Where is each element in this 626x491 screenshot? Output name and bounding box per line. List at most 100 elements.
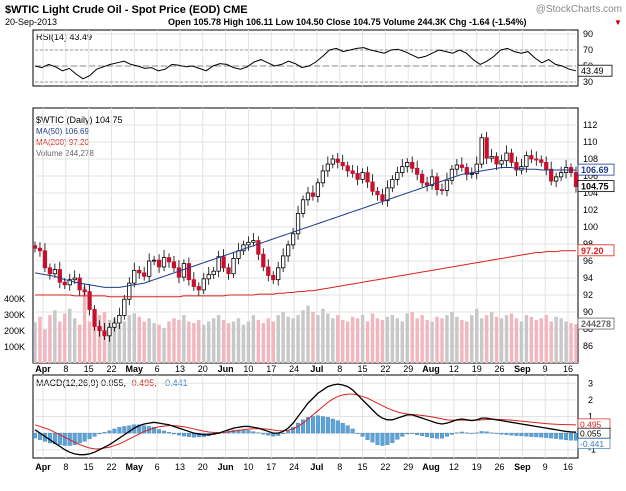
volume-bar [455, 316, 459, 363]
volume-bar [341, 319, 345, 363]
candle-body [340, 161, 345, 167]
candle-body [504, 152, 509, 162]
x-tick-label: 13 [175, 364, 185, 374]
macd-histogram-bar [335, 420, 340, 434]
volume-bar [534, 319, 539, 363]
volume-bar [68, 308, 72, 363]
volume-bar [276, 315, 280, 363]
volume-bar [48, 315, 52, 363]
candle-body [350, 170, 355, 174]
candle-body [410, 161, 415, 169]
macd-tick-label: -1 [588, 445, 596, 455]
candle-body [469, 173, 474, 175]
macd-histogram-bar [569, 432, 574, 441]
axis-labels-layer: AprApr8815152222MayMay6613132020JunJun10… [4, 29, 615, 472]
volume-bar [197, 319, 201, 363]
volume-bar [475, 308, 479, 363]
candle-body [67, 279, 72, 286]
volume-bar [316, 315, 320, 363]
macd-histogram-bar [162, 430, 167, 434]
macd-histogram-bar [494, 432, 499, 434]
candle-body [459, 164, 464, 168]
volume-bar [226, 323, 231, 363]
x-tick-label: 24 [289, 364, 299, 374]
macd-hist-value-label-box [577, 438, 611, 449]
candle-body [37, 247, 43, 252]
macd-histogram-bar [544, 432, 549, 438]
volume-bar [360, 315, 365, 363]
macd-histogram-bar [171, 432, 176, 435]
macd-histogram-bar [92, 432, 97, 437]
x-tick-label: 16 [563, 364, 573, 374]
x-tick-label-bottom: 22 [106, 462, 116, 472]
volume-bar [216, 315, 221, 363]
volume-bar [390, 315, 395, 363]
macd-histogram-bar [454, 432, 459, 434]
macd-histogram-bar [266, 432, 271, 436]
volume-bar [450, 311, 454, 363]
rsi-tick-label: 70 [583, 45, 593, 55]
candle-body [415, 167, 420, 175]
candle-body [534, 158, 539, 161]
price-tick-label: 108 [583, 154, 598, 164]
price-tick-label: 90 [583, 307, 593, 317]
macd-signal-value-label: 0.495 [580, 419, 602, 429]
macd-histogram-bar [107, 430, 112, 434]
x-tick-label-bottom: 15 [358, 462, 368, 472]
x-tick-label-bottom: Jun [218, 462, 234, 472]
candle-body [112, 322, 117, 328]
volume-bar [182, 315, 186, 363]
macd-histogram-bar [380, 432, 385, 446]
candle-body [325, 163, 330, 172]
price-tick-label: 112 [583, 120, 597, 130]
candle-body [320, 170, 325, 184]
candle-body [221, 256, 226, 269]
candle-body [286, 244, 291, 257]
close-value-label: 104.75 [581, 182, 609, 192]
volume-bar [524, 315, 529, 363]
volume-bar [137, 316, 141, 363]
volume-bar [152, 323, 156, 363]
volume-bar [261, 323, 266, 363]
macd-histogram-bar [449, 432, 454, 435]
ma50-value-label: 106.69 [581, 165, 609, 175]
candle-body [77, 277, 82, 291]
macd-line [34, 383, 577, 456]
x-tick-label: Jun [218, 364, 234, 374]
macd-histogram-bar [261, 432, 266, 435]
candle-body [196, 286, 201, 291]
x-tick-label-bottom: 16 [563, 462, 573, 472]
candle-body [271, 275, 276, 281]
x-tick-label: 20 [198, 364, 208, 374]
candle-body [142, 272, 147, 277]
volume-bar [132, 313, 136, 363]
volume-bar [266, 318, 270, 363]
ma200-line [35, 250, 576, 298]
macd-histogram-bar [410, 432, 415, 434]
volume-bar [311, 311, 315, 363]
volume-bar [509, 313, 514, 363]
candle-body [201, 278, 206, 291]
x-tick-label: 9 [543, 364, 548, 374]
rsi-current-box [577, 64, 613, 77]
volume-bar [321, 308, 325, 363]
volume-bar [345, 321, 350, 363]
macd-histogram-bar [355, 432, 360, 434]
x-tick-label: 6 [155, 364, 160, 374]
rsi-panel [32, 29, 579, 87]
candle-body [424, 182, 430, 186]
x-tick-label: Aug [422, 364, 440, 374]
macd-histogram-bar [559, 432, 564, 440]
candle-body [380, 194, 385, 202]
macd-histogram-bar [117, 427, 122, 434]
rsi-tick-label: 90 [583, 29, 593, 39]
candle-body [226, 267, 231, 275]
volume-bar [87, 321, 92, 363]
macd-histogram-bar [127, 425, 132, 434]
volume-bar [400, 321, 405, 363]
candle-body [494, 156, 499, 165]
candle-body [216, 256, 221, 272]
macd-histogram-bar [549, 432, 554, 439]
volume-bar [127, 315, 132, 363]
candle-body [360, 172, 365, 180]
